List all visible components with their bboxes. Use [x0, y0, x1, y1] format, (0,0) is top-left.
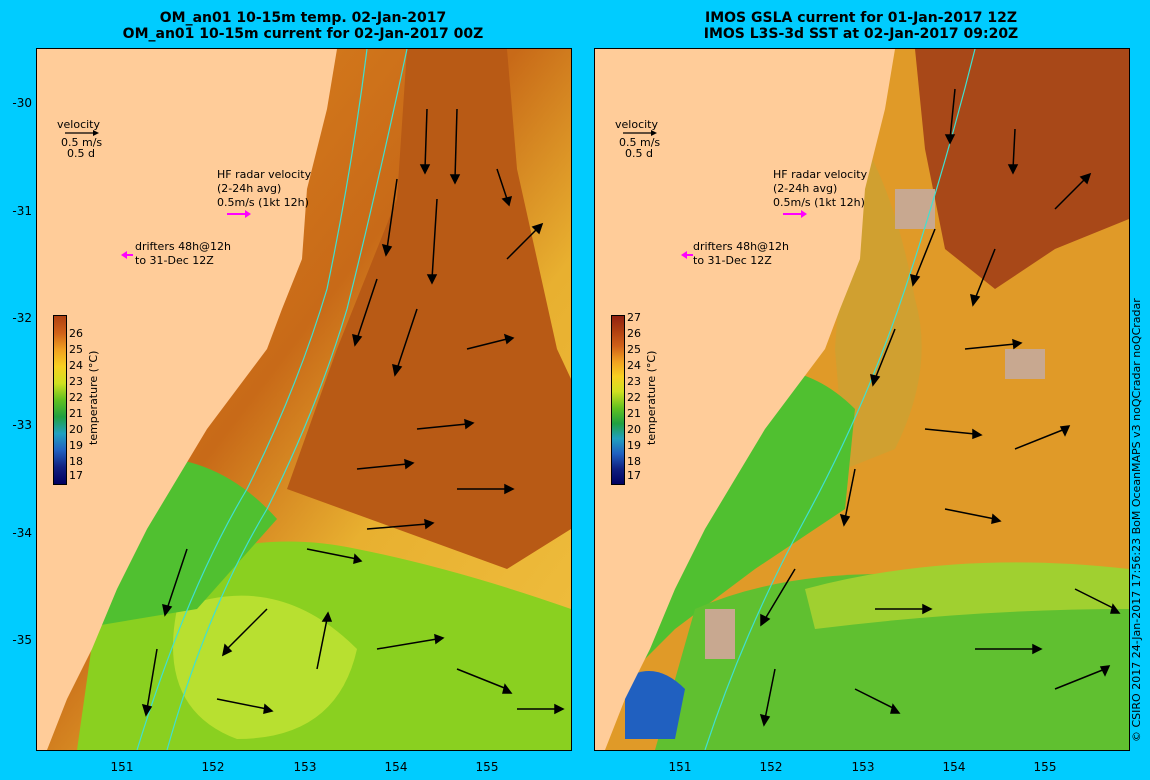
velocity-legend-title: velocity [57, 118, 100, 131]
drifter-arrowhead [121, 251, 127, 259]
right-cbar-tick: 26 [627, 327, 641, 340]
left-cbar-tick: 19 [69, 439, 83, 452]
y-tick-label: -35 [12, 633, 32, 647]
right-cbar-tick: 25 [627, 343, 641, 356]
current-arrows [759, 88, 1121, 727]
left-colorbar [53, 315, 67, 485]
drifter-arrowhead [681, 251, 687, 259]
drifters-legend-line2: to 31-Dec 12Z [135, 254, 214, 267]
velocity-legend-title: velocity [615, 118, 658, 131]
contour-line [704, 49, 976, 750]
left-cbar-tick: 24 [69, 359, 83, 372]
hf-radar-arrowhead [245, 210, 251, 218]
drifters-legend-line2: to 31-Dec 12Z [693, 254, 772, 267]
right-map-panel: velocity 0.5 m/s 0.5 d HF radar velocity… [594, 48, 1130, 751]
y-tick-label: -31 [12, 204, 32, 218]
hf-legend-line1: HF radar velocity [217, 168, 312, 181]
cloud-mask [1005, 349, 1045, 379]
x-tick-label: 154 [384, 760, 408, 774]
drifters-legend-line1: drifters 48h@12h [135, 240, 232, 253]
velocity-scale-arrowhead [93, 130, 99, 136]
x-tick-label: 151 [110, 760, 134, 774]
front-band [805, 562, 1129, 629]
left-cbar-tick: 22 [69, 391, 83, 404]
right-cbar-tick: 19 [627, 439, 641, 452]
contour-line [136, 49, 368, 750]
velocity-legend-speed: 0.5 m/s [61, 136, 103, 149]
right-colorbar-label: temperature (°C) [645, 350, 658, 445]
x-tick-label: 153 [851, 760, 875, 774]
southern-cool [655, 574, 1129, 750]
left-cbar-tick: 26 [69, 327, 83, 340]
cold-patch [625, 671, 685, 739]
right-cbar-tick: 17 [627, 469, 641, 482]
hf-legend-line3: 0.5m/s (1kt 12h) [217, 196, 309, 209]
credit-text: © CSIRO 2017 24-Jan-2017 17:56:23 BoM Oc… [1130, 298, 1143, 742]
right-map-title: IMOS GSLA current for 01-Jan-2017 12Z IM… [594, 10, 1128, 42]
left-cbar-tick: 20 [69, 423, 83, 436]
x-tick-label: 152 [201, 760, 225, 774]
y-tick-label: -34 [12, 526, 32, 540]
left-map-title: OM_an01 10-15m temp. 02-Jan-2017 OM_an01… [36, 10, 570, 42]
right-cbar-tick: 20 [627, 423, 641, 436]
right-cbar-tick: 24 [627, 359, 641, 372]
drifters-legend-line1: drifters 48h@12h [693, 240, 790, 253]
y-tick-label: -30 [12, 96, 32, 110]
left-cbar-tick: 23 [69, 375, 83, 388]
velocity-legend-time: 0.5 d [67, 147, 95, 160]
left-title-line1: OM_an01 10-15m temp. 02-Jan-2017 [159, 10, 447, 26]
x-tick-label: 153 [293, 760, 317, 774]
left-map-field [37, 49, 571, 750]
hf-legend-line3: 0.5m/s (1kt 12h) [773, 196, 865, 209]
hf-radar-arrowhead [801, 210, 807, 218]
x-tick-label: 154 [942, 760, 966, 774]
left-cbar-tick: 25 [69, 343, 83, 356]
cloud-mask [895, 189, 935, 229]
left-colorbar-label: temperature (°C) [87, 350, 100, 445]
velocity-legend-time: 0.5 d [625, 147, 653, 160]
right-cbar-tick: 18 [627, 455, 641, 468]
x-tick-label: 155 [475, 760, 499, 774]
left-map-panel: velocity 0.5 m/s 0.5 d HF radar velocity… [36, 48, 572, 751]
velocity-legend-speed: 0.5 m/s [619, 136, 661, 149]
x-tick-label: 155 [1033, 760, 1057, 774]
velocity-scale-arrowhead [651, 130, 657, 136]
left-cbar-tick: 17 [69, 469, 83, 482]
right-colorbar [611, 315, 625, 485]
right-cbar-tick: 23 [627, 375, 641, 388]
y-tick-label: -33 [12, 418, 32, 432]
eddy-core [173, 595, 357, 739]
contour-line [166, 49, 408, 750]
left-title-line2: OM_an01 10-15m current for 02-Jan-2017 0… [122, 26, 484, 42]
right-map-field [595, 49, 1129, 750]
right-cbar-tick: 22 [627, 391, 641, 404]
left-cbar-tick: 21 [69, 407, 83, 420]
hf-legend-line2: (2-24h avg) [217, 182, 282, 195]
right-cbar-tick: 21 [627, 407, 641, 420]
y-tick-label: -32 [12, 311, 32, 325]
hf-legend-line1: HF radar velocity [773, 168, 868, 181]
right-cbar-tick: 27 [627, 311, 641, 324]
warm-core [915, 49, 1129, 289]
right-title-line1: IMOS GSLA current for 01-Jan-2017 12Z [705, 10, 1017, 26]
current-arrows [141, 108, 565, 717]
hf-legend-line2: (2-24h avg) [773, 182, 838, 195]
land-mass [595, 49, 895, 750]
x-tick-label: 152 [759, 760, 783, 774]
coastal-cool [615, 369, 855, 669]
cloud-mask [705, 609, 735, 659]
right-title-line2: IMOS L3S-3d SST at 02-Jan-2017 09:20Z [703, 26, 1019, 42]
left-cbar-tick: 18 [69, 455, 83, 468]
x-tick-label: 151 [668, 760, 692, 774]
land-mass [37, 49, 337, 750]
